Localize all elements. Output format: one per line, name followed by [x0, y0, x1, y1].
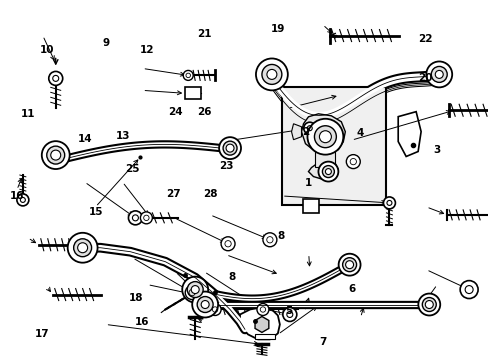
Circle shape [47, 146, 64, 164]
Polygon shape [397, 112, 420, 157]
Circle shape [322, 166, 334, 177]
Text: 27: 27 [166, 189, 181, 199]
Circle shape [209, 303, 221, 315]
Text: 22: 22 [418, 35, 432, 44]
Circle shape [192, 292, 218, 318]
Polygon shape [254, 334, 274, 339]
Circle shape [266, 69, 276, 80]
Circle shape [338, 254, 360, 276]
Circle shape [434, 71, 442, 78]
Circle shape [346, 155, 360, 168]
Circle shape [325, 168, 331, 175]
Text: 8: 8 [228, 272, 236, 282]
Text: 12: 12 [140, 45, 154, 55]
Text: 28: 28 [203, 189, 217, 199]
Text: 20: 20 [418, 73, 432, 83]
Circle shape [49, 71, 62, 85]
Polygon shape [255, 316, 268, 332]
Circle shape [74, 239, 91, 257]
Circle shape [319, 131, 331, 143]
Text: 24: 24 [168, 107, 183, 117]
Circle shape [314, 126, 336, 148]
Circle shape [41, 141, 69, 169]
Circle shape [318, 162, 338, 181]
Circle shape [459, 280, 477, 298]
Circle shape [422, 298, 435, 311]
Circle shape [219, 137, 241, 159]
Circle shape [225, 144, 234, 152]
Text: 26: 26 [197, 107, 211, 117]
Text: 6: 6 [347, 284, 355, 294]
Circle shape [307, 119, 343, 155]
Circle shape [425, 301, 432, 309]
Circle shape [282, 307, 296, 321]
Circle shape [51, 150, 61, 160]
Circle shape [183, 71, 193, 80]
Text: 25: 25 [125, 163, 140, 174]
Text: 16: 16 [135, 317, 149, 327]
Polygon shape [308, 162, 338, 180]
Text: 10: 10 [40, 45, 54, 55]
Circle shape [255, 58, 287, 90]
Circle shape [67, 233, 98, 263]
Text: 7: 7 [318, 337, 325, 347]
Circle shape [197, 297, 213, 312]
Circle shape [128, 211, 142, 225]
Bar [185, 87, 201, 99]
Circle shape [417, 293, 439, 315]
Circle shape [263, 233, 276, 247]
Polygon shape [240, 307, 279, 339]
Text: 21: 21 [197, 29, 211, 39]
Text: 8: 8 [277, 231, 284, 240]
Bar [303, 199, 319, 213]
Text: 16: 16 [10, 191, 24, 201]
Circle shape [345, 261, 353, 269]
Circle shape [262, 64, 281, 84]
Circle shape [221, 237, 235, 251]
Polygon shape [291, 124, 301, 140]
Text: 17: 17 [35, 329, 50, 339]
Circle shape [201, 301, 209, 309]
Text: 15: 15 [88, 207, 103, 217]
Circle shape [182, 276, 208, 302]
Polygon shape [315, 150, 335, 167]
Text: 9: 9 [102, 38, 109, 48]
Circle shape [191, 285, 199, 293]
Circle shape [430, 67, 447, 82]
Text: 23: 23 [218, 161, 233, 171]
Polygon shape [301, 114, 345, 154]
Circle shape [383, 197, 395, 209]
Circle shape [140, 212, 152, 224]
Circle shape [223, 141, 237, 155]
Text: 11: 11 [20, 109, 35, 119]
Text: 18: 18 [129, 293, 143, 303]
Text: 2: 2 [301, 127, 308, 136]
Text: 19: 19 [270, 24, 284, 34]
Circle shape [303, 122, 315, 134]
Text: 5: 5 [284, 306, 291, 316]
Circle shape [78, 243, 87, 253]
Text: 13: 13 [115, 131, 130, 141]
Circle shape [342, 258, 356, 272]
Text: 1: 1 [305, 178, 312, 188]
Circle shape [426, 62, 451, 87]
Text: 4: 4 [356, 128, 364, 138]
Text: 14: 14 [77, 134, 92, 144]
Circle shape [256, 303, 268, 315]
Circle shape [185, 285, 199, 300]
Circle shape [187, 282, 203, 298]
Bar [281, 87, 386, 205]
Text: 3: 3 [432, 144, 440, 154]
Circle shape [17, 194, 29, 206]
Circle shape [77, 237, 92, 253]
